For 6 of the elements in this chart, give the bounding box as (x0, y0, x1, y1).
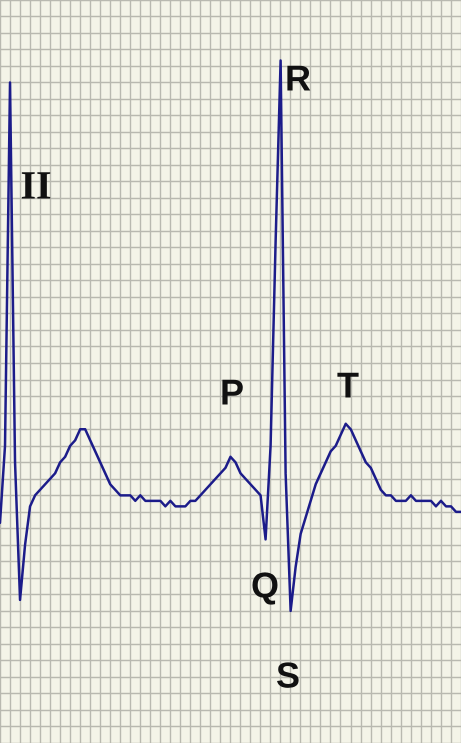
annotation: T (337, 364, 359, 406)
annotation: P (220, 372, 244, 412)
annotation: II (20, 162, 52, 208)
annotation: Q (250, 564, 280, 606)
text: S (276, 654, 300, 696)
annotation: R (285, 58, 311, 98)
